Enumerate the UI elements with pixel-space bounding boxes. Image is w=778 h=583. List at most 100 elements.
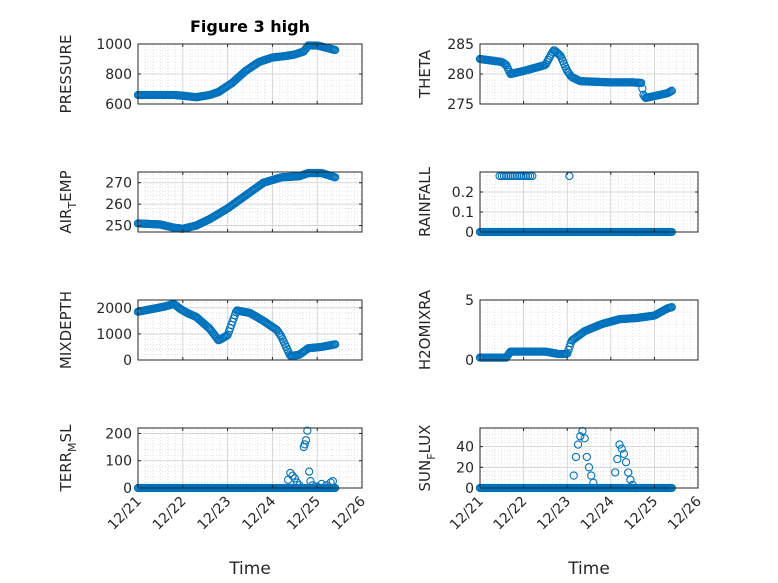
data-point [330, 45, 340, 55]
x-axis-label: Time [567, 559, 610, 579]
data-point [617, 444, 626, 453]
y-tick-label: 275 [447, 97, 474, 113]
data-point [615, 440, 624, 449]
data-point [613, 454, 622, 464]
y-tick-label: 600 [105, 97, 132, 113]
data-point [589, 478, 598, 487]
data-point [286, 468, 295, 478]
axes-box [479, 299, 699, 361]
data-point [582, 452, 591, 462]
data-point [667, 86, 676, 95]
y-tick-label: 285 [447, 37, 474, 53]
y-tick-label: 0 [465, 225, 474, 241]
y-axis-label: RAINFALL [416, 166, 434, 237]
subplot-pressure: 600 800 1000 PRESSURE Figure 3 high [57, 17, 363, 114]
subplot-h2omixra: 0 5 H2OMIXRA [416, 289, 699, 370]
data-point [288, 471, 297, 480]
y-tick-label: 2000 [96, 301, 132, 317]
y-axis-label: MIXDEPTH [57, 291, 75, 369]
data-point [611, 468, 620, 477]
x-tick-label: 12/23 [195, 494, 235, 534]
data-point [326, 478, 335, 487]
x-tick-label: 12/24 [578, 493, 618, 533]
data-point [576, 432, 585, 441]
data-point [276, 330, 285, 340]
data-point [330, 173, 340, 182]
axes-box [479, 171, 699, 233]
data-point [290, 474, 299, 483]
data-point [637, 78, 646, 88]
data-point [300, 440, 309, 449]
x-tick-label: 12/22 [150, 494, 190, 534]
data-point [619, 449, 629, 459]
x-tick-label: 12/25 [621, 494, 661, 534]
x-tick-label: 12/26 [329, 493, 369, 533]
x-tick-label: 12/26 [665, 493, 705, 533]
y-tick-label: 40 [456, 440, 474, 456]
data-point [580, 434, 589, 443]
y-tick-label: 0 [465, 353, 474, 369]
axes-box [479, 427, 699, 489]
data-point [306, 477, 315, 486]
x-tick-label: 12/21 [105, 494, 145, 534]
axes-box [137, 427, 363, 489]
axes-box [137, 171, 363, 233]
data-point [308, 481, 317, 490]
y-tick-label: 0.2 [452, 185, 474, 201]
x-tick-label: 12/23 [534, 494, 574, 534]
y-tick-label: 280 [447, 67, 474, 83]
data-point [541, 60, 550, 69]
data-point [569, 471, 578, 480]
y-axis-label: TERRMSL [57, 424, 79, 493]
y-tick-label: 1000 [96, 37, 132, 53]
y-tick-label: 800 [105, 67, 132, 83]
y-tick-label: 250 [105, 219, 132, 235]
y-axis-label: H2OMIXRA [416, 289, 434, 370]
subplot-air_temp: 250 260 270 AIRTEMP [57, 168, 363, 235]
subplot-mixdepth: 0 1000 2000 MIXDEPTH [57, 291, 363, 369]
y-tick-label: 0.1 [452, 205, 474, 221]
data-point [301, 436, 311, 445]
y-axis-label: THETA [416, 49, 434, 99]
y-tick-label: 5 [465, 293, 474, 309]
data-point [621, 457, 631, 467]
data-point [638, 84, 647, 93]
x-tick-label: 12/25 [284, 494, 324, 534]
y-tick-label: 1000 [96, 327, 132, 343]
data-point [222, 331, 231, 340]
x-axis-label: Time [228, 559, 271, 579]
subplot-theta: 275 280 285 THETA [416, 37, 699, 113]
y-tick-label: 100 [105, 454, 132, 470]
chart-title: Figure 3 high [190, 17, 310, 36]
y-axis-label: AIRTEMP [57, 170, 79, 233]
data-point [571, 452, 581, 462]
data-point [292, 478, 302, 487]
y-axis-label: SUNFLUX [416, 425, 438, 492]
data-point [542, 57, 552, 67]
data-point [303, 426, 312, 435]
data-point [330, 340, 340, 349]
y-tick-label: 260 [105, 197, 132, 213]
data-point [543, 55, 553, 65]
y-tick-label: 270 [105, 176, 132, 192]
y-tick-label: 0 [123, 353, 132, 369]
data-point [626, 475, 635, 484]
data-point [322, 481, 331, 490]
y-axis-label: PRESSURE [57, 35, 75, 114]
data-point [295, 481, 304, 490]
x-tick-label: 12/22 [491, 494, 531, 534]
y-tick-label: 0 [123, 481, 132, 497]
data-point [667, 303, 676, 312]
x-tick-label: 12/21 [447, 494, 487, 534]
x-tick-label: 12/24 [239, 493, 279, 533]
y-tick-label: 0 [465, 481, 474, 497]
data-point [624, 468, 633, 477]
data-point [573, 440, 583, 449]
subplot-sun_flux: 0 20 40 SUNFLUX 12/21 12/22 12/23 12/24 12/25 12/… [416, 425, 705, 579]
subplot-terr_msl: 0 100 200 TERRMSL 12/21 12/22 12/23 12/24 12/25 1… [57, 424, 369, 579]
subplot-rainfall: 0 0.1 0.2 RAINFALL [416, 166, 699, 241]
y-tick-label: 200 [105, 426, 132, 442]
y-tick-label: 20 [456, 460, 474, 476]
data-point [328, 477, 338, 486]
